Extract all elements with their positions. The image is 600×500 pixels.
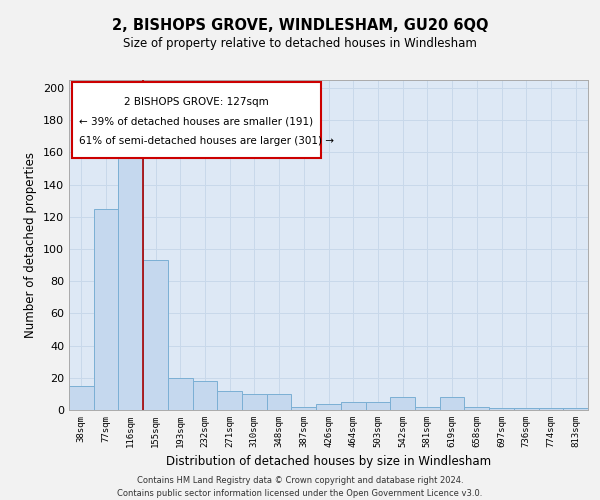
Bar [464, 407, 489, 410]
Bar [489, 408, 514, 410]
Y-axis label: Number of detached properties: Number of detached properties [25, 152, 37, 338]
Text: 2, BISHOPS GROVE, WINDLESHAM, GU20 6QQ: 2, BISHOPS GROVE, WINDLESHAM, GU20 6QQ [112, 18, 488, 32]
Bar [292, 407, 316, 410]
Bar [69, 386, 94, 410]
Bar [316, 404, 341, 410]
Text: 61% of semi-detached houses are larger (301) →: 61% of semi-detached houses are larger (… [79, 136, 334, 146]
Text: ← 39% of detached houses are smaller (191): ← 39% of detached houses are smaller (19… [79, 116, 314, 126]
Text: Contains HM Land Registry data © Crown copyright and database right 2024.
Contai: Contains HM Land Registry data © Crown c… [118, 476, 482, 498]
Bar [440, 397, 464, 410]
Bar [193, 381, 217, 410]
Bar [341, 402, 365, 410]
FancyBboxPatch shape [71, 82, 321, 158]
Text: 2 BISHOPS GROVE: 127sqm: 2 BISHOPS GROVE: 127sqm [124, 96, 269, 106]
Bar [365, 402, 390, 410]
Bar [415, 407, 440, 410]
Bar [514, 408, 539, 410]
Bar [563, 408, 588, 410]
Bar [390, 397, 415, 410]
Bar [217, 390, 242, 410]
Bar [168, 378, 193, 410]
X-axis label: Distribution of detached houses by size in Windlesham: Distribution of detached houses by size … [166, 456, 491, 468]
Bar [539, 408, 563, 410]
Bar [267, 394, 292, 410]
Bar [94, 209, 118, 410]
Text: Size of property relative to detached houses in Windlesham: Size of property relative to detached ho… [123, 38, 477, 51]
Bar [118, 148, 143, 410]
Bar [143, 260, 168, 410]
Bar [242, 394, 267, 410]
